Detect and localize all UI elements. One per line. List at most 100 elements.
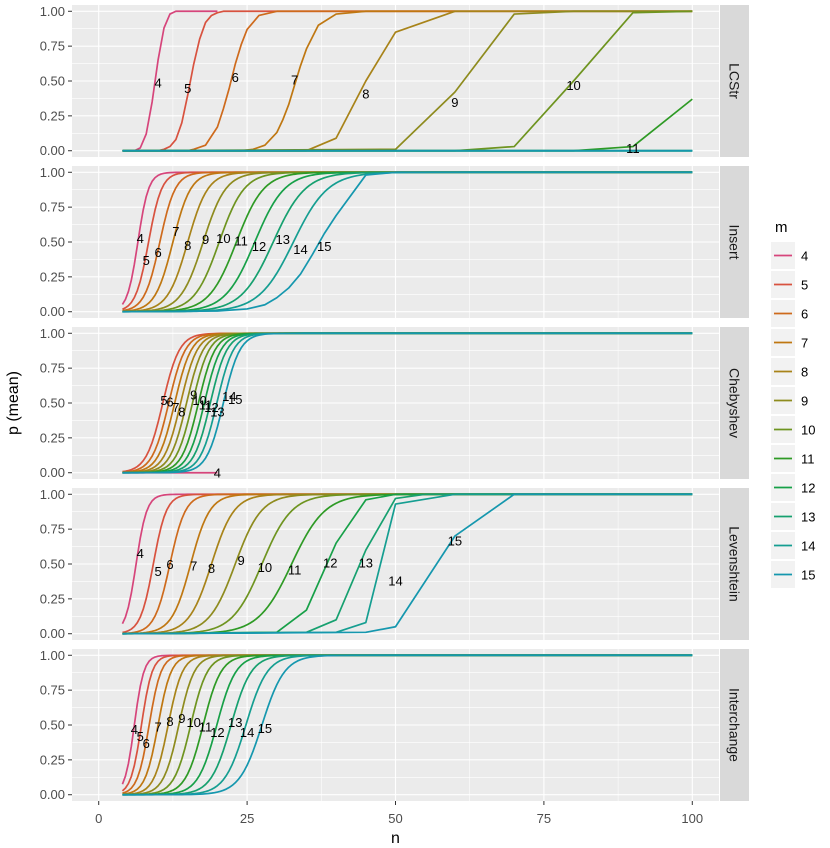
data-label: 14	[293, 242, 307, 257]
data-label: 9	[202, 232, 209, 247]
data-label: 5	[143, 253, 150, 268]
data-label: 4	[137, 546, 144, 561]
data-label: 7	[172, 400, 179, 415]
legend-label: 7	[801, 336, 808, 351]
data-label: 8	[184, 238, 191, 253]
y-tick-label: 0.75	[40, 683, 65, 698]
y-tick-label: 0.00	[40, 626, 65, 641]
y-tick-label: 0.50	[40, 718, 65, 733]
legend-entries: 4 5 6 7 8 9 10 11 12 13 14 15	[771, 242, 815, 588]
data-label: 9	[238, 553, 245, 568]
data-label: 8	[166, 714, 173, 729]
y-tick-label: 0.75	[40, 39, 65, 54]
y-tick-label: 0.75	[40, 200, 65, 215]
panel-lcstr: 0.00 0.25 0.50 0.75 1.00 4 5 6 7 8 9 10 11 LCStr	[40, 4, 749, 158]
legend-entry-5: 5	[771, 271, 808, 298]
legend-label: 5	[801, 278, 808, 293]
facet-strip: Insert	[720, 166, 749, 318]
y-tick-label: 1.00	[40, 648, 65, 663]
legend-entry-7: 7	[771, 329, 808, 356]
x-tick-label: 75	[537, 811, 551, 826]
data-label: 9	[451, 95, 458, 110]
y-tick-label: 0.75	[40, 522, 65, 537]
series-line-15	[122, 332, 693, 474]
x-axis-title: n	[391, 830, 400, 847]
strip-background	[720, 5, 749, 157]
y-tick-label: 0.25	[40, 752, 65, 767]
legend-entry-4: 4	[771, 242, 808, 269]
data-label: 14	[240, 725, 254, 740]
data-label: 6	[232, 70, 239, 85]
legend-entry-14: 14	[771, 532, 815, 559]
y-tick-label: 1.00	[40, 165, 65, 180]
strip-background	[720, 488, 749, 640]
data-label: 15	[228, 392, 242, 407]
data-label: 14	[388, 574, 402, 589]
data-label: 6	[143, 736, 150, 751]
data-label: 5	[184, 81, 191, 96]
data-label: 7	[291, 73, 298, 88]
data-label: 4	[214, 466, 221, 481]
facet-strip: Levenshtein	[720, 488, 749, 640]
data-label: 9	[178, 711, 185, 726]
data-label: 11	[626, 141, 640, 156]
facet-panels: 0.000.250.500.751.004 56 7891011LCStr0.000…	[40, 4, 749, 802]
data-label: 10	[258, 560, 272, 575]
series-line-15	[122, 493, 693, 635]
x-tick-label: 0	[95, 811, 102, 826]
data-label: 15	[448, 533, 462, 548]
x-axis: 0 25 50 75 100	[95, 801, 703, 826]
facet-strip: LCStr	[720, 5, 749, 157]
legend-label: 10	[801, 423, 815, 438]
facet-label: Levenshtein	[727, 526, 743, 602]
facet-label: LCStr	[727, 63, 743, 99]
legend-title: m	[775, 219, 788, 236]
y-tick-label: 1.00	[40, 4, 65, 19]
data-label: 13	[210, 404, 224, 419]
legend-entry-9: 9	[771, 387, 808, 414]
x-tick-label: 25	[240, 811, 254, 826]
legend-label: 6	[801, 307, 808, 322]
strip-background	[720, 166, 749, 318]
data-label: 8	[208, 561, 215, 576]
panel-levenshtein: 0.00 0.25 0.50 0.75 1.00 45 6 7 8 9 10 11 12 13 14 15 Le…	[40, 487, 749, 641]
data-label: 5	[137, 729, 144, 744]
series-line-15	[122, 171, 693, 313]
series-line-7	[122, 10, 693, 152]
legend-label: 14	[801, 539, 815, 554]
x-tick-label: 50	[388, 811, 402, 826]
y-tick-label: 0.25	[40, 430, 65, 445]
data-label: 9	[190, 388, 197, 403]
data-label: 14	[222, 389, 236, 404]
y-tick-label: 1.00	[40, 326, 65, 341]
legend-label: 8	[801, 365, 808, 380]
y-tick-label: 0.00	[40, 787, 65, 802]
data-label: 12	[204, 400, 218, 415]
data-label: 12	[323, 556, 337, 571]
legend-entry-10: 10	[771, 416, 815, 443]
data-label: 6	[166, 557, 173, 572]
facet-label: Interchange	[727, 688, 743, 762]
y-tick-label: 0.50	[40, 557, 65, 572]
y-tick-label: 0.50	[40, 74, 65, 89]
y-tick-label: 0.50	[40, 396, 65, 411]
data-label: 10	[566, 78, 580, 93]
data-label: 11	[199, 719, 213, 734]
y-tick-label: 0.75	[40, 361, 65, 376]
data-label: 11	[199, 397, 213, 412]
y-tick-label: 0.00	[40, 143, 65, 158]
legend-entry-11: 11	[771, 445, 815, 472]
legend-entry-6: 6	[771, 300, 808, 327]
y-tick-label: 0.25	[40, 591, 65, 606]
data-label: 12	[210, 725, 224, 740]
data-label: 12	[252, 239, 266, 254]
strip-background	[720, 649, 749, 801]
data-label: 13	[228, 715, 242, 730]
data-label: 5	[160, 393, 167, 408]
y-tick-label: 1.00	[40, 487, 65, 502]
data-label: 6	[166, 395, 173, 410]
data-label: 7	[190, 558, 197, 573]
